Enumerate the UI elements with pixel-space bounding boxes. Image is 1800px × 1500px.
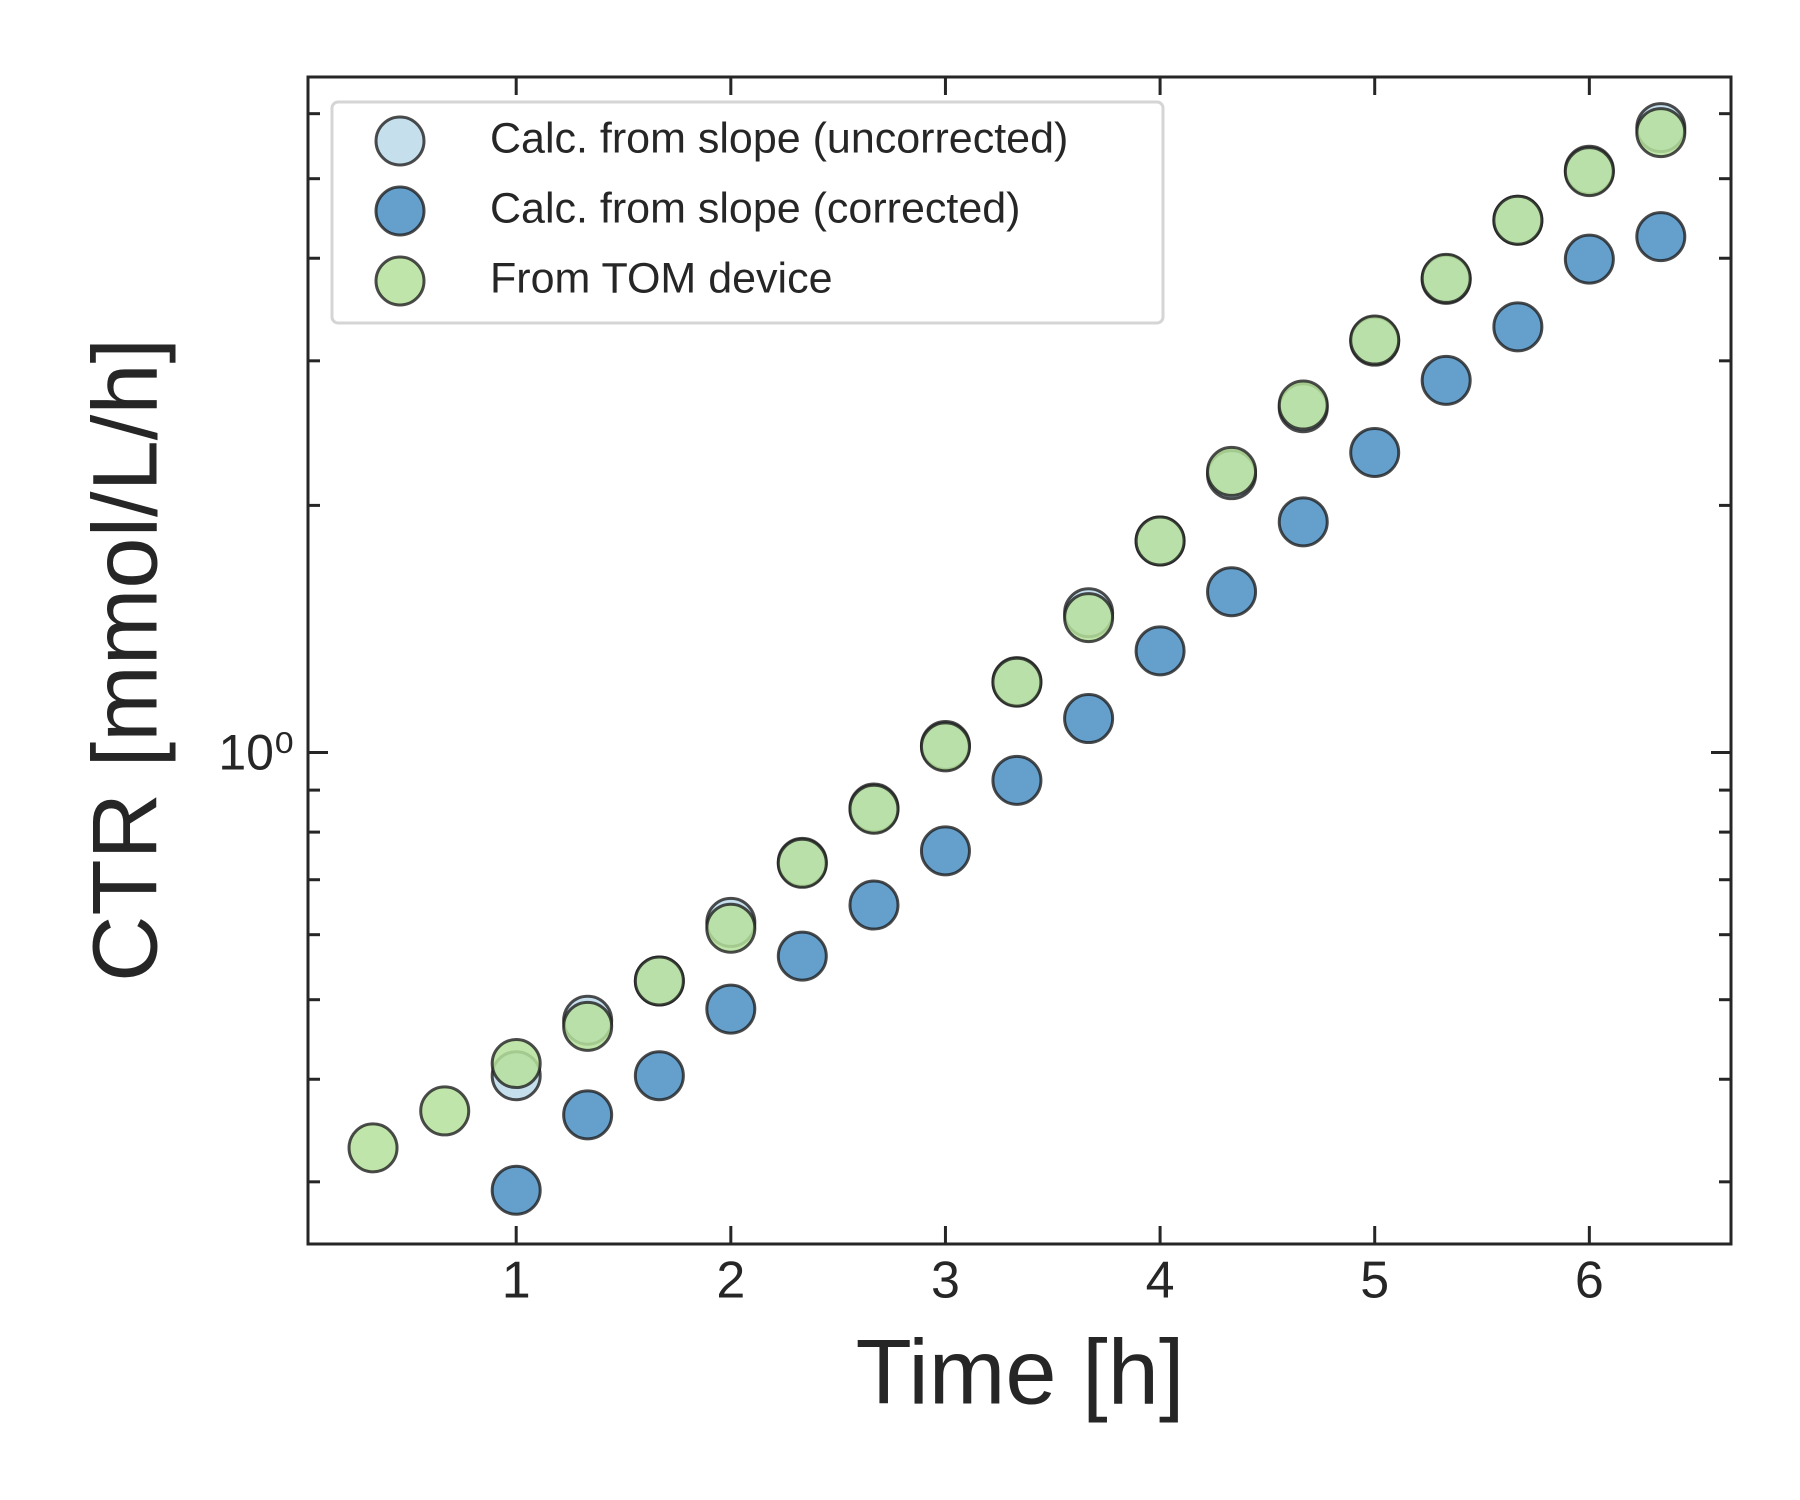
legend-label: From TOM device: [490, 254, 833, 302]
marker: [633, 1050, 685, 1102]
marker: [1420, 252, 1472, 304]
legend-label: Calc. from slope (uncorrected): [490, 114, 1068, 162]
legend-box: [330, 100, 1165, 325]
x-tick-label: 5: [1360, 1252, 1389, 1310]
marker: [848, 783, 900, 835]
y-axis-label: CTR [mmol/L/h]: [74, 338, 176, 982]
marker: [1635, 211, 1687, 263]
marker: [776, 930, 828, 982]
marker: [1063, 592, 1115, 644]
marker: [490, 1164, 542, 1216]
marker: [1492, 194, 1544, 246]
x-axis-label: Time [h]: [856, 1321, 1185, 1423]
marker: [1420, 354, 1472, 406]
marker: [1063, 693, 1115, 745]
legend-marker: [374, 115, 426, 167]
marker: [1134, 625, 1186, 677]
marker: [991, 656, 1043, 708]
marker: [347, 1122, 399, 1174]
x-tick-label: 4: [1146, 1252, 1175, 1310]
marker: [490, 1038, 542, 1090]
x-tick-label: 1: [502, 1252, 531, 1310]
marker: [1349, 314, 1401, 366]
legend-label: Calc. from slope (corrected): [490, 184, 1021, 232]
legend-marker: [374, 185, 426, 237]
x-tick-label: 6: [1575, 1252, 1604, 1310]
legend-marker: [374, 255, 426, 307]
marker: [705, 983, 757, 1035]
marker: [991, 754, 1043, 806]
marker: [1349, 426, 1401, 478]
marker: [1563, 146, 1615, 198]
x-tick-label: 3: [931, 1252, 960, 1310]
marker: [705, 902, 757, 954]
marker: [1206, 566, 1258, 618]
marker: [1492, 301, 1544, 353]
marker: [919, 825, 971, 877]
marker: [562, 1000, 614, 1052]
marker: [1563, 233, 1615, 285]
x-tick-label: 2: [716, 1252, 745, 1310]
marker: [919, 721, 971, 773]
marker: [1134, 515, 1186, 567]
marker: [419, 1085, 471, 1137]
marker: [776, 837, 828, 889]
y-tick-label: 10⁰: [218, 725, 294, 781]
marker: [848, 879, 900, 931]
marker: [562, 1089, 614, 1141]
marker: [1206, 445, 1258, 497]
marker: [1277, 496, 1329, 548]
marker: [1277, 379, 1329, 431]
marker: [1635, 107, 1687, 159]
marker: [633, 955, 685, 1007]
plot-frame: [306, 75, 1733, 1246]
